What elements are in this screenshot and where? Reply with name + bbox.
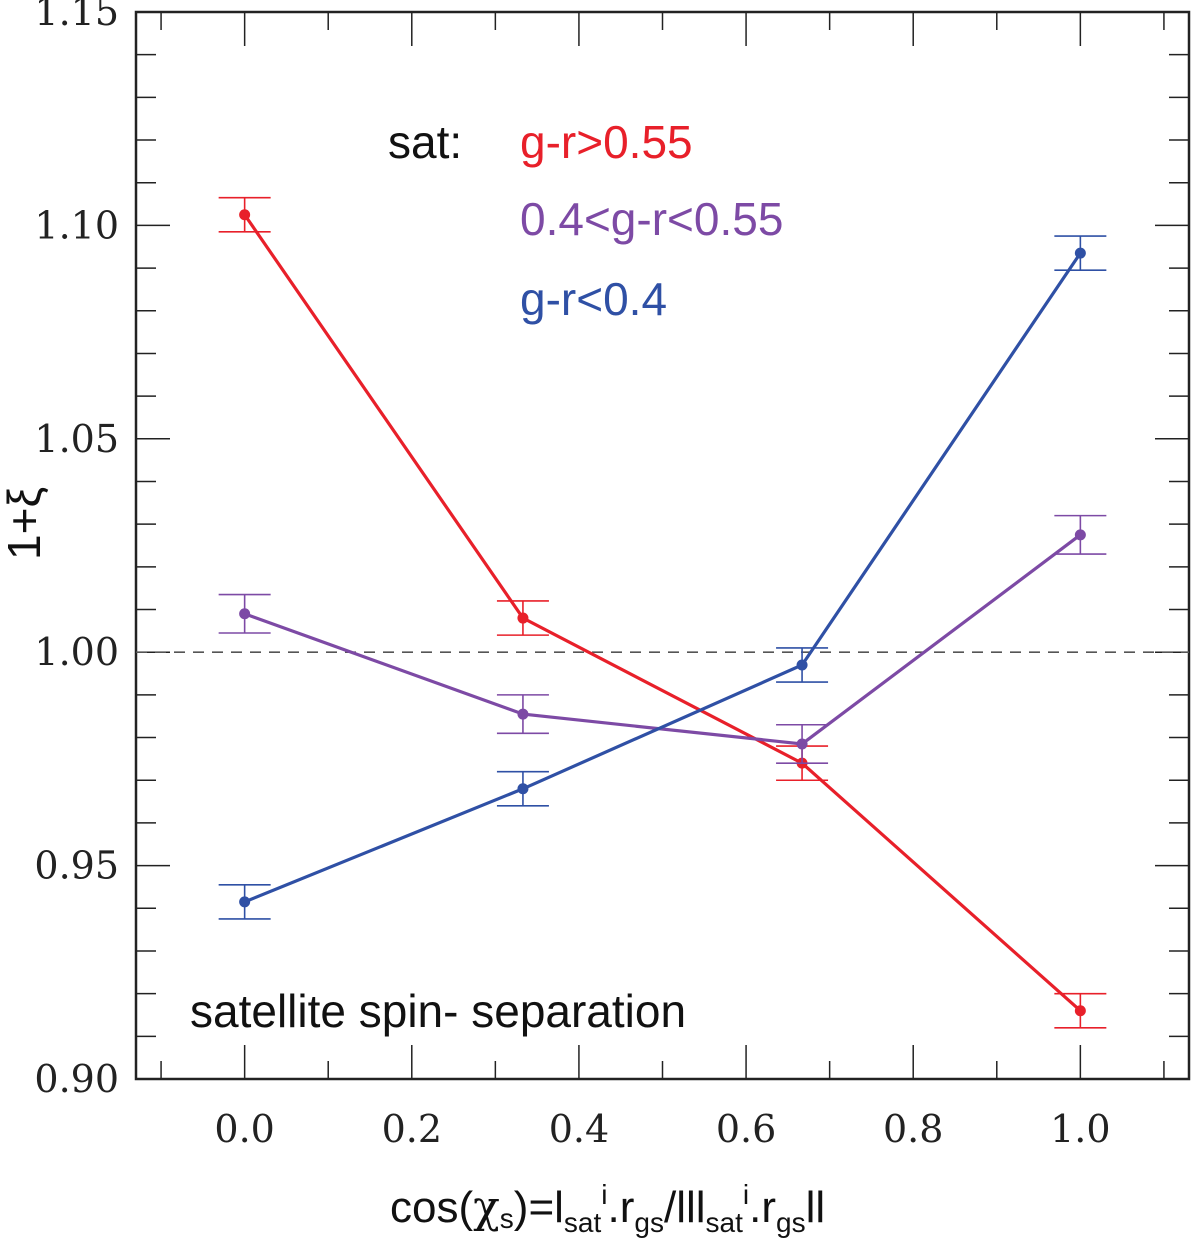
data-point bbox=[239, 896, 251, 908]
x-tick-label: 1.0 bbox=[1050, 1107, 1110, 1151]
x-tick-label: 0.2 bbox=[382, 1107, 442, 1151]
legend-entry-blue: g-r<0.4 bbox=[520, 273, 667, 325]
y-axis-label: 1+ξ bbox=[0, 487, 50, 560]
series-layer bbox=[218, 196, 1107, 1029]
series-line bbox=[243, 213, 1082, 1012]
y-tick-labels: 0.90 0.95 1.00 1.05 1.10 1.15 bbox=[34, 0, 119, 1101]
data-point bbox=[1074, 1005, 1086, 1017]
y-tick-label: 1.05 bbox=[34, 417, 119, 461]
x-tick-label: 0.4 bbox=[549, 1107, 609, 1151]
y-tick-label: 1.00 bbox=[34, 630, 119, 674]
legend-entry-red: g-r>0.55 bbox=[520, 116, 693, 168]
x-tick-labels: 0.0 0.2 0.4 0.6 0.8 1.0 bbox=[214, 1107, 1110, 1151]
data-point bbox=[517, 612, 529, 624]
x-axis-label: cos(χs)=lsati.rgs/lllsati.rgsll bbox=[390, 1179, 825, 1238]
series-2 bbox=[218, 235, 1107, 920]
x-tick-label: 0.8 bbox=[883, 1107, 943, 1151]
series-line bbox=[244, 252, 1082, 904]
data-point bbox=[1074, 529, 1086, 541]
annotation-text: satellite spin- separation bbox=[190, 985, 686, 1037]
x-tick-label: 0.0 bbox=[214, 1107, 274, 1151]
data-point bbox=[517, 783, 529, 795]
data-point bbox=[239, 209, 251, 221]
plot-frame bbox=[134, 10, 1191, 1081]
data-point bbox=[796, 659, 808, 671]
x-tick-label: 0.6 bbox=[716, 1107, 776, 1151]
legend-title: sat: bbox=[388, 116, 462, 168]
data-point bbox=[517, 708, 529, 720]
tick-marks bbox=[136, 11, 1189, 1080]
series-1 bbox=[218, 514, 1107, 764]
series-line bbox=[244, 533, 1082, 746]
y-tick-label: 0.90 bbox=[34, 1057, 119, 1101]
data-point bbox=[796, 738, 808, 750]
legend-entry-purple: 0.4<g-r<0.55 bbox=[520, 193, 783, 245]
y-tick-label: 1.15 bbox=[34, 0, 119, 34]
y-tick-label: 1.10 bbox=[34, 203, 119, 247]
data-point bbox=[239, 608, 251, 620]
y-tick-label: 0.95 bbox=[34, 844, 119, 888]
data-point bbox=[1074, 247, 1086, 259]
